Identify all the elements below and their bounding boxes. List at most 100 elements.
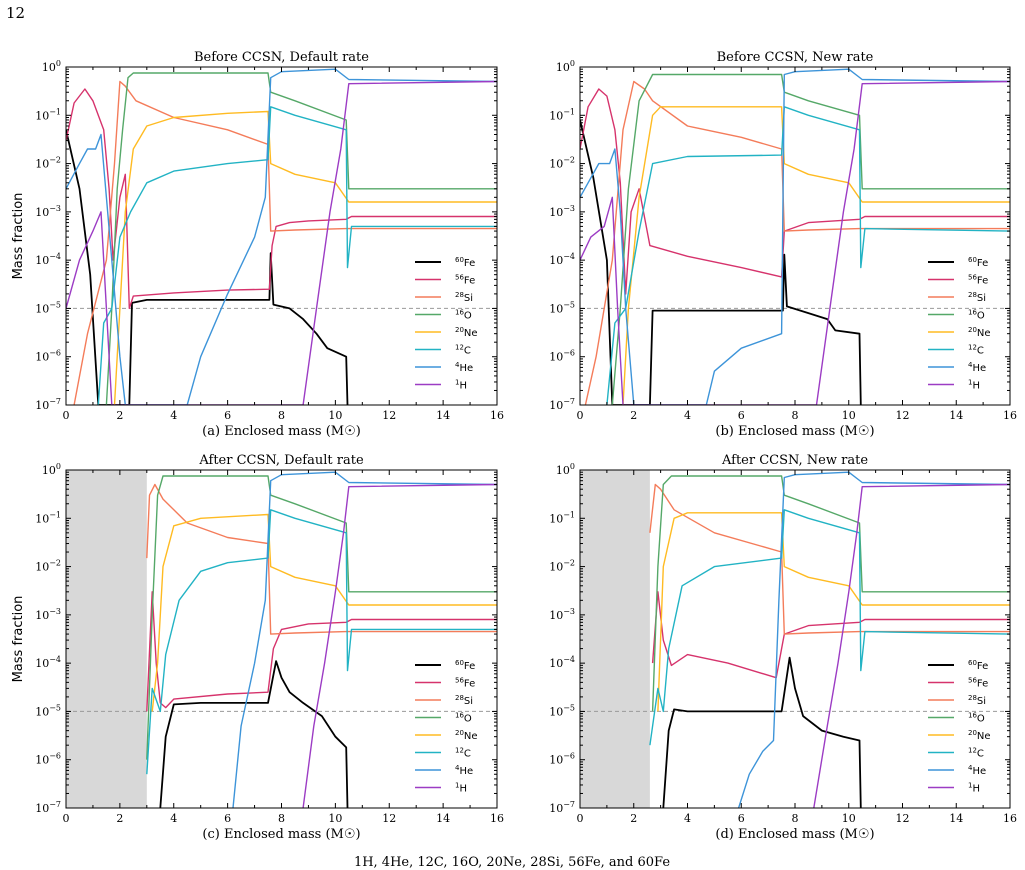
- series-line-56Fe: [66, 88, 497, 310]
- series-group: [649, 471, 1010, 808]
- y-tick-label: 10−3: [35, 607, 61, 622]
- x-tick-label: 8: [792, 409, 799, 422]
- x-tick-label: 0: [63, 812, 70, 825]
- remnant-shaded-region: [580, 470, 650, 808]
- x-axis-label: (b) Enclosed mass (M☉): [715, 424, 874, 439]
- x-tick-label: 16: [1003, 409, 1017, 422]
- legend-label-4He: 4He: [968, 764, 986, 777]
- x-tick-label: 6: [738, 409, 745, 422]
- series-line-28Si: [649, 483, 1010, 635]
- x-tick-label: 6: [224, 409, 231, 422]
- y-tick-label: 10−3: [549, 204, 575, 219]
- legend-label-20Ne: 20Ne: [455, 729, 478, 742]
- legend-label-4He: 4He: [455, 361, 473, 374]
- x-axis-label: (c) Enclosed mass (M☉): [202, 827, 360, 842]
- x-tick-label: 14: [436, 409, 450, 422]
- y-tick-label: 10−5: [35, 703, 61, 718]
- series-line-4He: [580, 68, 1010, 405]
- series-line-1H: [813, 483, 1010, 808]
- y-tick-label: 10−1: [35, 510, 61, 525]
- y-tick-label: 10−5: [35, 300, 61, 315]
- legend-label-4He: 4He: [455, 764, 473, 777]
- legend-label-56Fe: 56Fe: [455, 677, 475, 690]
- legend-label-1H: 1H: [968, 782, 980, 795]
- legend-label-28Si: 28Si: [455, 291, 473, 304]
- legend-label-60Fe: 60Fe: [455, 659, 475, 672]
- series-line-16O: [105, 72, 497, 405]
- x-tick-label: 2: [116, 812, 123, 825]
- y-tick-label: 10−7: [549, 397, 575, 412]
- x-tick-label: 4: [170, 812, 177, 825]
- legend-label-20Ne: 20Ne: [968, 326, 991, 339]
- y-axis-label: Mass fraction: [11, 596, 26, 683]
- legend-label-1H: 1H: [968, 379, 980, 392]
- x-tick-label: 8: [278, 409, 285, 422]
- legend-label-12C: 12C: [968, 747, 984, 760]
- y-tick-label: 100: [42, 59, 61, 74]
- y-tick-label: 10−4: [35, 655, 61, 670]
- y-tick-label: 10−6: [549, 752, 575, 767]
- x-tick-label: 6: [224, 812, 231, 825]
- series-line-20Ne: [113, 110, 497, 405]
- y-tick-label: 10−1: [35, 107, 61, 122]
- legend-label-20Ne: 20Ne: [968, 729, 991, 742]
- panel-3: 0 2 4 6 8 10 12 14 16 10−7 10−6 10−5 10−4 10−3 10−2 10−…: [11, 453, 504, 842]
- y-tick-label: 10−7: [549, 800, 575, 815]
- x-tick-label: 10: [328, 812, 342, 825]
- legend-label-20Ne: 20Ne: [455, 326, 478, 339]
- y-tick-label: 10−1: [549, 510, 575, 525]
- legend-label-4He: 4He: [968, 361, 986, 374]
- series-line-20Ne: [151, 513, 497, 712]
- y-tick-label: 10−7: [35, 800, 61, 815]
- legend-label-28Si: 28Si: [968, 694, 986, 707]
- x-tick-label: 14: [436, 812, 450, 825]
- y-tick-label: 10−2: [549, 156, 575, 171]
- panel-4: 0 2 4 6 8 10 12 14 16 10−7 10−6 10−5 10−4 10−3 10−2 10−…: [549, 453, 1017, 842]
- x-tick-label: 12: [382, 409, 396, 422]
- y-tick-label: 10−2: [35, 156, 61, 171]
- legend-label-60Fe: 60Fe: [968, 256, 988, 269]
- y-tick-label: 100: [42, 462, 61, 477]
- legend-label-12C: 12C: [455, 344, 471, 357]
- x-tick-label: 16: [1003, 812, 1017, 825]
- y-tick-label: 10−7: [35, 397, 61, 412]
- panel-title: Before CCSN, Default rate: [194, 50, 369, 65]
- series-line-4He: [737, 471, 1010, 808]
- panel-2: 0 2 4 6 8 10 12 14 16 10−7 10−6 10−5 10−4 10−3 10−2 10−…: [549, 50, 1017, 439]
- x-tick-label: 16: [490, 409, 504, 422]
- y-tick-label: 10−3: [549, 607, 575, 622]
- legend-label-1H: 1H: [455, 379, 467, 392]
- series-line-16O: [651, 475, 1010, 712]
- y-axis-label: Mass fraction: [11, 193, 26, 280]
- series-group: [580, 68, 1010, 405]
- x-tick-label: 10: [842, 812, 856, 825]
- series-line-60Fe: [159, 660, 349, 808]
- x-tick-label: 6: [738, 812, 745, 825]
- series-line-56Fe: [146, 591, 497, 712]
- plot-frame: [579, 66, 1011, 406]
- legend-label-12C: 12C: [968, 344, 984, 357]
- y-tick-label: 10−6: [35, 752, 61, 767]
- legend-label-28Si: 28Si: [968, 291, 986, 304]
- series-group: [146, 471, 497, 808]
- x-tick-label: 10: [842, 409, 856, 422]
- y-tick-label: 10−6: [549, 349, 575, 364]
- series-line-12C: [146, 509, 497, 775]
- x-tick-label: 12: [382, 812, 396, 825]
- y-tick-label: 10−3: [35, 204, 61, 219]
- panel-title: After CCSN, New rate: [721, 453, 868, 468]
- panel-1: 0 2 4 6 8 10 12 14 16 10−7 10−6 10−5 10−4 10−3 10−2 10−…: [11, 50, 504, 439]
- series-line-20Ne: [657, 512, 1010, 712]
- x-tick-label: 0: [63, 409, 70, 422]
- series-line-20Ne: [622, 106, 1010, 405]
- x-tick-label: 12: [896, 812, 910, 825]
- y-tick-label: 10−4: [549, 655, 575, 670]
- series-line-1H: [302, 483, 497, 808]
- legend-label-60Fe: 60Fe: [455, 256, 475, 269]
- y-tick-label: 10−4: [35, 252, 61, 267]
- x-tick-label: 14: [949, 812, 963, 825]
- legend-label-12C: 12C: [455, 747, 471, 760]
- x-tick-label: 4: [170, 409, 177, 422]
- x-axis-label: (d) Enclosed mass (M☉): [715, 827, 874, 842]
- panel-title: Before CCSN, New rate: [717, 50, 874, 65]
